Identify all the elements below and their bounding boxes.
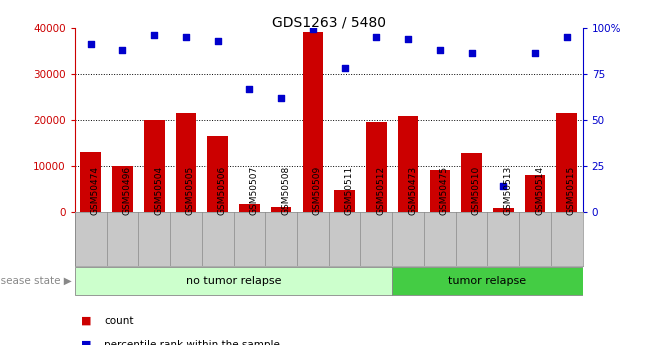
- Text: GSM50514: GSM50514: [535, 166, 544, 215]
- Bar: [144, 120, 165, 212]
- Point: [562, 34, 572, 40]
- Point: [339, 66, 350, 71]
- Text: GSM50473: GSM50473: [408, 166, 417, 215]
- Text: GSM50509: GSM50509: [313, 166, 322, 215]
- Text: GDS1263 / 5480: GDS1263 / 5480: [271, 16, 386, 30]
- Point: [371, 34, 381, 40]
- Bar: [176, 113, 196, 212]
- Bar: [366, 122, 387, 212]
- Bar: [557, 113, 577, 212]
- Bar: [335, 190, 355, 212]
- Text: GSM50515: GSM50515: [567, 166, 575, 215]
- Point: [149, 32, 159, 38]
- Text: GSM50508: GSM50508: [281, 166, 290, 215]
- Text: ■: ■: [81, 316, 92, 326]
- Bar: [462, 153, 482, 212]
- Text: GSM50506: GSM50506: [217, 166, 227, 215]
- Point: [212, 38, 223, 43]
- Point: [85, 41, 96, 47]
- Text: ■: ■: [81, 340, 92, 345]
- Point: [498, 184, 508, 189]
- Text: GSM50513: GSM50513: [503, 166, 512, 215]
- Point: [466, 51, 477, 56]
- Text: GSM50510: GSM50510: [471, 166, 480, 215]
- Text: GSM50505: GSM50505: [186, 166, 195, 215]
- FancyBboxPatch shape: [392, 267, 583, 295]
- Bar: [208, 136, 228, 212]
- Text: percentile rank within the sample: percentile rank within the sample: [104, 340, 280, 345]
- Bar: [81, 152, 101, 212]
- Bar: [303, 32, 323, 212]
- Bar: [525, 175, 546, 212]
- Text: GSM50474: GSM50474: [90, 166, 100, 215]
- Text: count: count: [104, 316, 133, 326]
- Text: disease state ▶: disease state ▶: [0, 276, 72, 286]
- Point: [276, 95, 286, 100]
- Point: [403, 36, 413, 41]
- Text: GSM50504: GSM50504: [154, 166, 163, 215]
- Text: GSM50512: GSM50512: [376, 166, 385, 215]
- Bar: [430, 170, 450, 212]
- Point: [244, 86, 255, 91]
- Point: [181, 34, 191, 40]
- Text: GSM50475: GSM50475: [440, 166, 449, 215]
- Bar: [493, 208, 514, 212]
- Text: tumor relapse: tumor relapse: [449, 276, 527, 286]
- Text: GSM50507: GSM50507: [249, 166, 258, 215]
- Point: [435, 47, 445, 52]
- FancyBboxPatch shape: [75, 267, 392, 295]
- Point: [530, 51, 540, 56]
- Bar: [398, 116, 419, 212]
- Bar: [112, 166, 133, 212]
- Bar: [239, 204, 260, 212]
- Point: [117, 47, 128, 52]
- Text: no tumor relapse: no tumor relapse: [186, 276, 281, 286]
- Point: [308, 27, 318, 32]
- Text: GSM50496: GSM50496: [122, 166, 132, 215]
- Text: GSM50511: GSM50511: [344, 166, 353, 215]
- Bar: [271, 207, 292, 212]
